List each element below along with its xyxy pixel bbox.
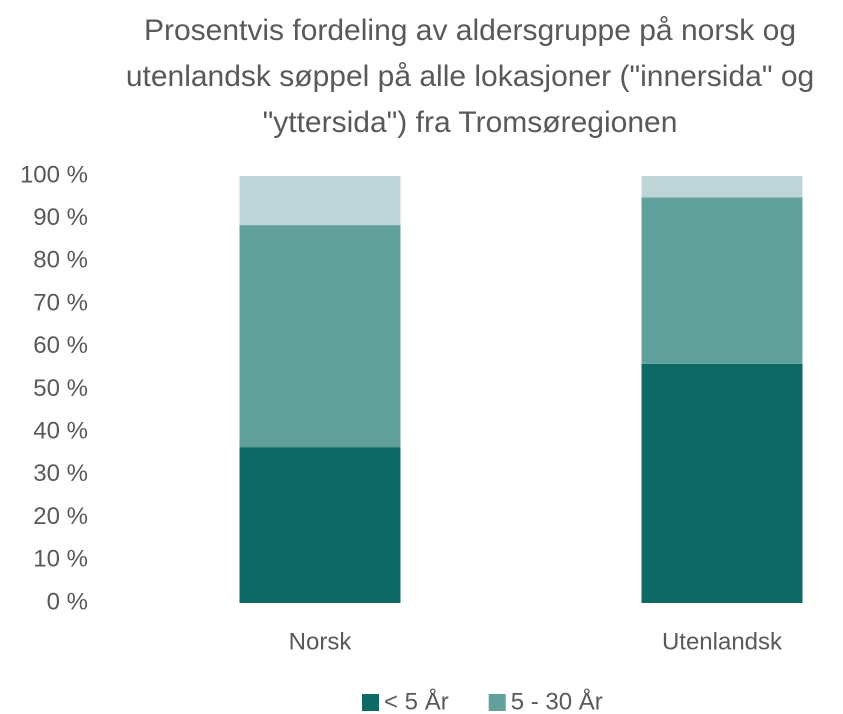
y-tick-label: 90 % — [33, 204, 88, 231]
legend-swatch — [488, 694, 506, 711]
y-tick-label: 50 % — [33, 375, 88, 402]
legend-label: 5 - 30 År — [511, 687, 603, 714]
y-tick-label: 60 % — [33, 332, 88, 359]
bar-segment — [641, 176, 803, 198]
bar-segment — [641, 197, 803, 364]
y-tick-label: 30 % — [33, 460, 88, 487]
y-tick-label: 0 % — [47, 588, 88, 615]
bar-segment — [239, 176, 401, 226]
chart-title: Prosentvis fordeling av aldersgruppe på … — [125, 14, 815, 139]
y-tick-label: 20 % — [33, 503, 88, 530]
legend-swatch — [362, 694, 379, 711]
y-tick-label: 40 % — [33, 418, 88, 445]
y-tick-label: 10 % — [33, 546, 88, 573]
bar-segment — [239, 225, 401, 448]
y-tick-label: 100 % — [20, 161, 88, 188]
x-tick-label: Utenlandsk — [662, 628, 783, 655]
y-tick-label: 80 % — [33, 247, 88, 274]
x-tick-label: Norsk — [289, 628, 353, 655]
bar-segment — [641, 363, 803, 603]
y-tick-label: 70 % — [33, 289, 88, 316]
legend-label: < 5 År — [384, 687, 449, 714]
bar-segment — [239, 447, 401, 603]
